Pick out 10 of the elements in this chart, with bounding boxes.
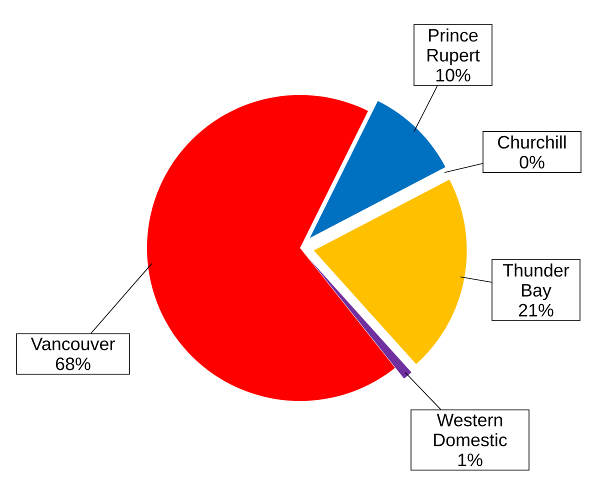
data-label: 1% — [458, 454, 482, 466]
slice-label: Western Domestic — [434, 414, 507, 446]
slice-label: Thunder Bay — [503, 264, 570, 300]
data-label: 10% — [436, 68, 470, 82]
category-label: Churchill — [498, 135, 566, 149]
text: 0% — [520, 156, 544, 169]
data-label: 68% — [56, 358, 90, 370]
slice-label: Prince Rupert — [428, 28, 480, 66]
data-label: 21% — [518, 304, 554, 316]
slice-label: Vancouver — [30, 338, 115, 350]
